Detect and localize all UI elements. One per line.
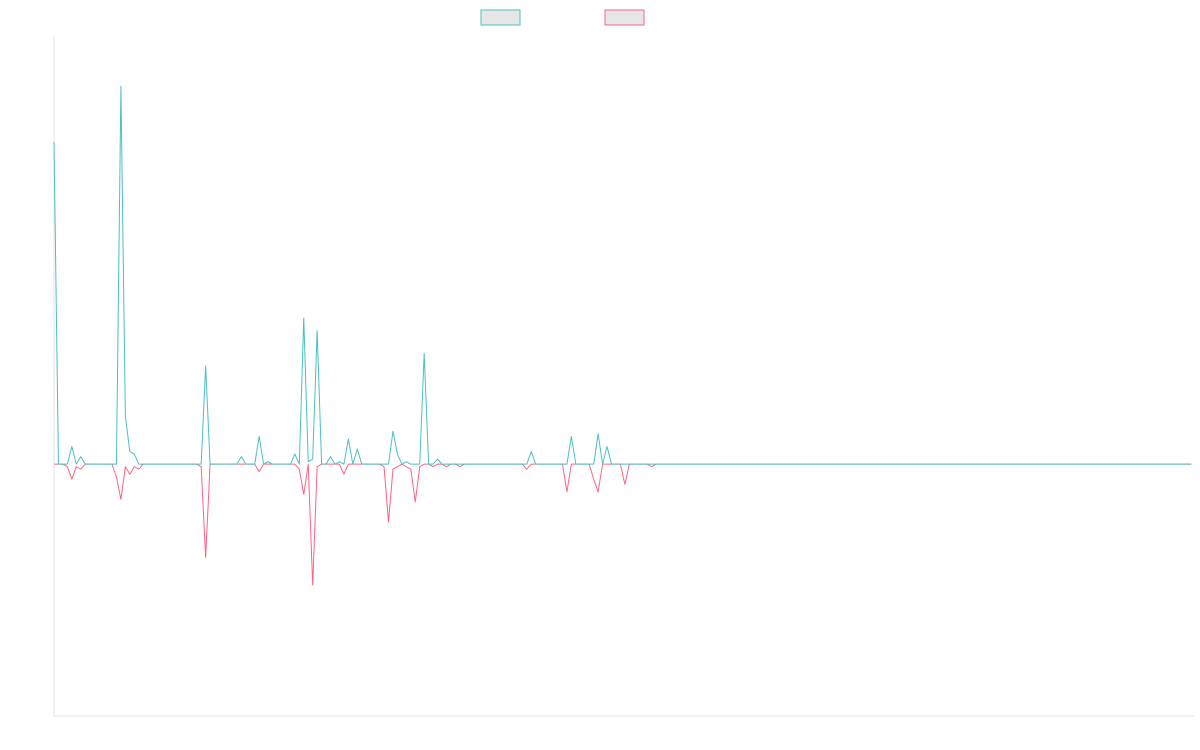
series-line-1	[54, 86, 1191, 464]
legend	[481, 10, 644, 25]
series-layer	[54, 86, 1191, 585]
legend-swatch-2[interactable]	[605, 10, 644, 25]
series-line-2	[54, 464, 1191, 585]
legend-swatch-1[interactable]	[481, 10, 520, 25]
